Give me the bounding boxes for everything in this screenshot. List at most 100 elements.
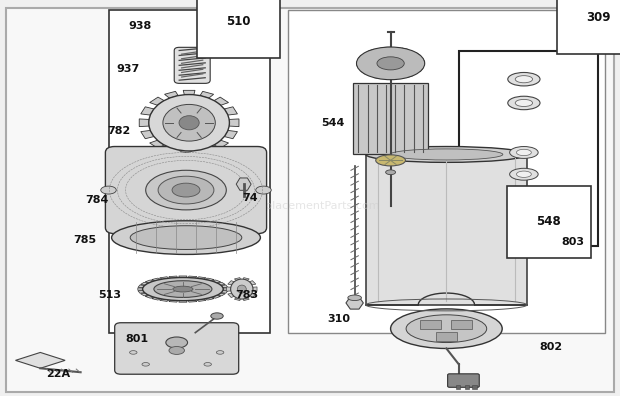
Polygon shape: [138, 288, 143, 290]
Polygon shape: [221, 291, 228, 293]
Ellipse shape: [237, 285, 246, 293]
Ellipse shape: [179, 116, 199, 130]
Ellipse shape: [100, 186, 117, 194]
Ellipse shape: [510, 168, 538, 180]
Text: 784: 784: [85, 195, 108, 205]
Text: 802: 802: [539, 341, 562, 352]
Polygon shape: [188, 276, 197, 278]
Ellipse shape: [376, 155, 405, 166]
Polygon shape: [145, 280, 154, 283]
Polygon shape: [396, 48, 408, 59]
Polygon shape: [141, 130, 154, 139]
Text: 510: 510: [226, 15, 251, 28]
Polygon shape: [368, 49, 386, 59]
Ellipse shape: [179, 145, 193, 152]
Polygon shape: [141, 107, 154, 115]
Polygon shape: [169, 276, 177, 278]
Polygon shape: [249, 281, 256, 285]
Ellipse shape: [203, 12, 231, 39]
FancyBboxPatch shape: [366, 154, 527, 305]
FancyBboxPatch shape: [459, 51, 598, 246]
Polygon shape: [391, 68, 397, 80]
Polygon shape: [396, 68, 413, 78]
Polygon shape: [160, 299, 169, 301]
Polygon shape: [152, 297, 161, 300]
Polygon shape: [234, 278, 241, 280]
Ellipse shape: [154, 281, 212, 297]
Polygon shape: [138, 291, 144, 293]
Ellipse shape: [516, 171, 531, 177]
Polygon shape: [243, 278, 249, 280]
Ellipse shape: [130, 351, 137, 354]
Polygon shape: [183, 151, 195, 155]
Text: 783: 783: [236, 290, 259, 300]
Polygon shape: [249, 293, 256, 297]
Polygon shape: [399, 66, 423, 72]
Ellipse shape: [406, 315, 487, 343]
Polygon shape: [205, 297, 214, 300]
Ellipse shape: [515, 76, 533, 83]
Ellipse shape: [166, 337, 187, 348]
FancyBboxPatch shape: [465, 385, 469, 389]
Polygon shape: [234, 298, 241, 301]
FancyBboxPatch shape: [288, 10, 604, 333]
Text: 309: 309: [586, 11, 611, 24]
Polygon shape: [228, 281, 234, 285]
Ellipse shape: [515, 99, 533, 107]
Ellipse shape: [179, 228, 193, 236]
Polygon shape: [152, 278, 161, 281]
Ellipse shape: [366, 147, 527, 162]
Ellipse shape: [510, 147, 538, 158]
Ellipse shape: [508, 96, 540, 110]
FancyBboxPatch shape: [115, 323, 239, 374]
Ellipse shape: [356, 47, 425, 80]
Polygon shape: [145, 295, 154, 298]
FancyBboxPatch shape: [108, 10, 270, 333]
Ellipse shape: [377, 57, 404, 70]
Polygon shape: [356, 63, 381, 67]
FancyBboxPatch shape: [436, 332, 457, 341]
Ellipse shape: [130, 226, 242, 249]
Polygon shape: [179, 276, 187, 278]
Ellipse shape: [255, 186, 272, 194]
Polygon shape: [179, 301, 187, 302]
Text: 785: 785: [73, 234, 96, 245]
Text: 937: 937: [117, 64, 140, 74]
Ellipse shape: [204, 363, 211, 366]
Text: 74: 74: [242, 193, 257, 203]
Ellipse shape: [143, 278, 223, 301]
Polygon shape: [228, 293, 234, 297]
Polygon shape: [197, 299, 206, 301]
Polygon shape: [224, 130, 237, 139]
FancyBboxPatch shape: [6, 8, 614, 392]
Ellipse shape: [516, 149, 531, 156]
FancyBboxPatch shape: [448, 374, 479, 387]
Text: ©ReplacementParts.com: ©ReplacementParts.com: [240, 201, 380, 211]
Polygon shape: [224, 107, 237, 115]
Ellipse shape: [216, 351, 224, 354]
Polygon shape: [183, 90, 195, 95]
Polygon shape: [141, 293, 148, 296]
Polygon shape: [200, 147, 214, 154]
Polygon shape: [384, 47, 391, 59]
Ellipse shape: [112, 221, 260, 254]
Polygon shape: [169, 300, 177, 302]
FancyBboxPatch shape: [174, 47, 210, 83]
Ellipse shape: [173, 286, 193, 292]
Polygon shape: [358, 55, 382, 61]
Polygon shape: [149, 140, 164, 148]
Text: 513: 513: [98, 290, 121, 300]
Polygon shape: [218, 282, 225, 285]
Polygon shape: [141, 282, 148, 285]
FancyBboxPatch shape: [472, 385, 477, 389]
Polygon shape: [212, 280, 221, 283]
Ellipse shape: [390, 149, 503, 160]
Ellipse shape: [508, 72, 540, 86]
Polygon shape: [214, 140, 229, 148]
Text: 544: 544: [321, 118, 344, 128]
Ellipse shape: [142, 363, 149, 366]
Text: 801: 801: [126, 333, 149, 344]
Polygon shape: [188, 300, 197, 302]
Ellipse shape: [391, 309, 502, 348]
Polygon shape: [197, 277, 206, 279]
